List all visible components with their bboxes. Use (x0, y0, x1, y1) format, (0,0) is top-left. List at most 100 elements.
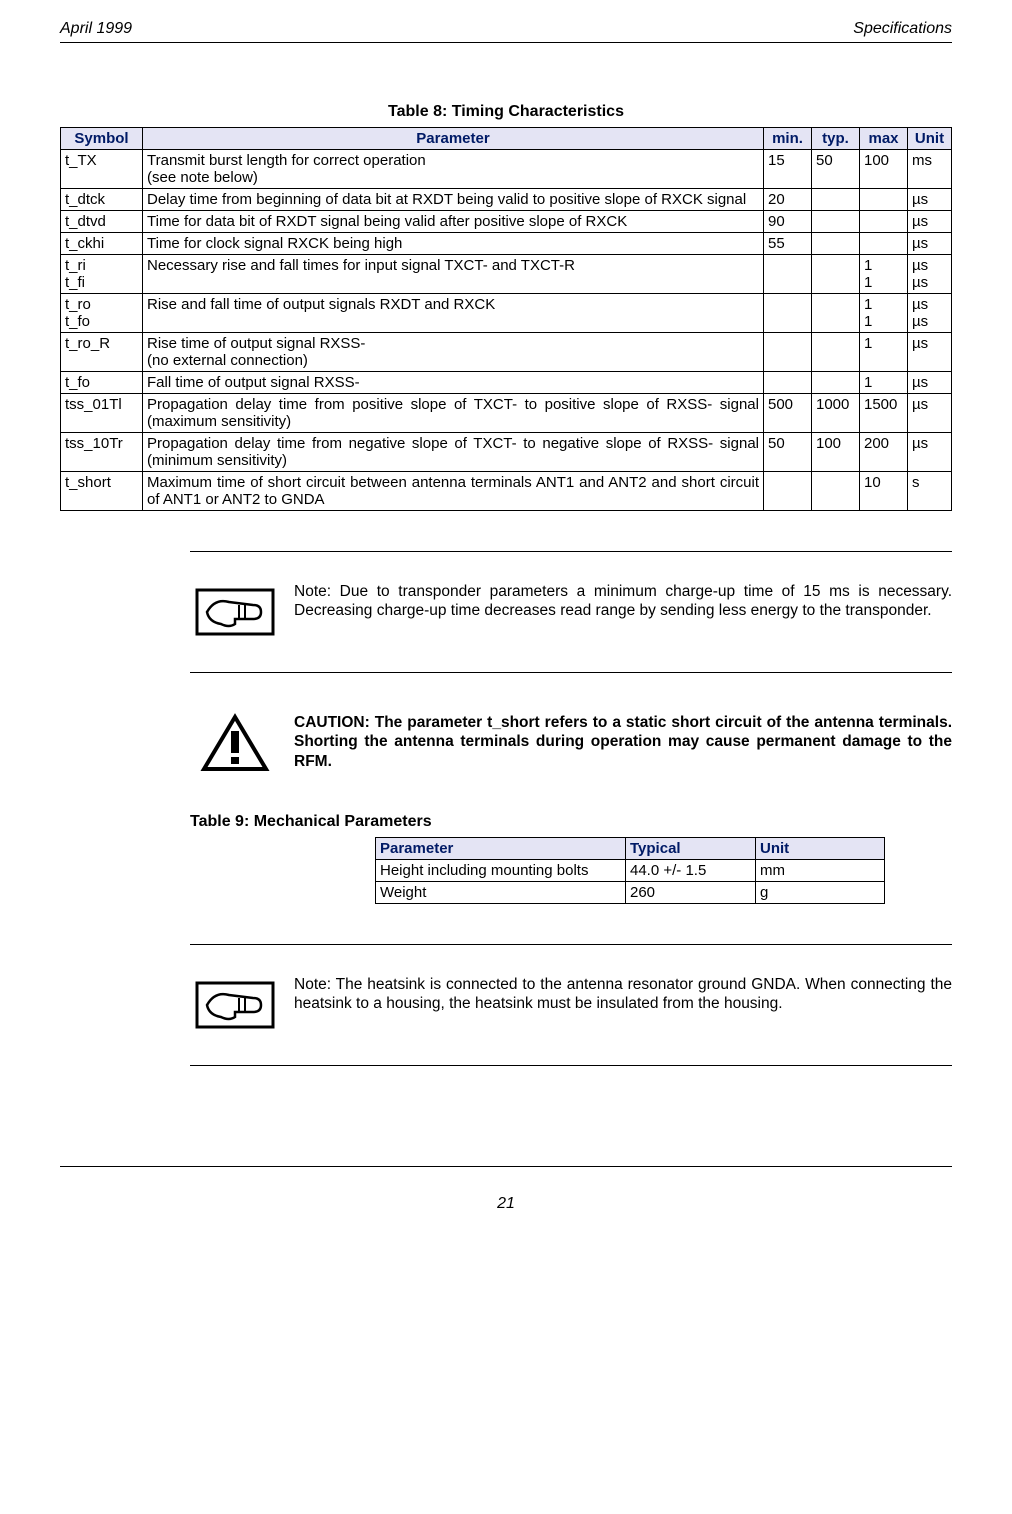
header-rule (60, 42, 952, 43)
table-row: Weight260g (376, 882, 885, 904)
table-cell: t_fo (61, 372, 143, 394)
table9-th-param: Parameter (376, 838, 626, 860)
table-cell: 44.0 +/- 1.5 (626, 860, 756, 882)
table-row: tss_10TrPropagation delay time from nega… (61, 433, 952, 472)
table9-th-typ: Typical (626, 838, 756, 860)
table-cell: Time for data bit of RXDT signal being v… (143, 211, 764, 233)
table8-th-typ: typ. (812, 128, 860, 150)
table-row: t_TXTransmit burst length for correct op… (61, 150, 952, 189)
table-cell: 15 (764, 150, 812, 189)
header-left: April 1999 (60, 20, 132, 38)
table-cell: 20 (764, 189, 812, 211)
table-cell (812, 372, 860, 394)
table-cell: Transmit burst length for correct operat… (143, 150, 764, 189)
table-cell (812, 333, 860, 372)
table-row: tss_01TlPropagation delay time from posi… (61, 394, 952, 433)
table-cell: t_ro t_fo (61, 294, 143, 333)
table-cell: µs (908, 333, 952, 372)
table-row: t_ckhiTime for clock signal RXCK being h… (61, 233, 952, 255)
note2-rule-top (190, 944, 952, 945)
caution-callout: CAUTION: The parameter t_short refers to… (190, 713, 952, 773)
table-cell: 100 (812, 433, 860, 472)
note1-rule-top (190, 551, 952, 552)
table9-caption: Table 9: Mechanical Parameters (190, 813, 952, 831)
table-cell: µs (908, 372, 952, 394)
table-cell: t_dtck (61, 189, 143, 211)
table-cell (812, 233, 860, 255)
table-cell (764, 372, 812, 394)
table-cell (812, 211, 860, 233)
table-cell: t_short (61, 472, 143, 511)
table-cell: µs (908, 211, 952, 233)
table-cell (812, 189, 860, 211)
table9-body: Height including mounting bolts44.0 +/- … (376, 860, 885, 904)
table-cell: 260 (626, 882, 756, 904)
note1-rule-bottom (190, 672, 952, 673)
table-cell: Fall time of output signal RXSS- (143, 372, 764, 394)
note2-text: Note: The heatsink is connected to the a… (294, 975, 952, 1014)
page-number: 21 (60, 1195, 952, 1213)
table-cell: t_dtvd (61, 211, 143, 233)
table-cell: 1 1 (860, 255, 908, 294)
table-cell: 55 (764, 233, 812, 255)
table-cell: µs (908, 189, 952, 211)
table8-th-min: min. (764, 128, 812, 150)
table8: Symbol Parameter min. typ. max Unit t_TX… (60, 127, 952, 511)
pointing-hand-icon (190, 975, 280, 1035)
table-cell: Necessary rise and fall times for input … (143, 255, 764, 294)
table-cell: Maximum time of short circuit between an… (143, 472, 764, 511)
table-cell: 100 (860, 150, 908, 189)
table-cell: 10 (860, 472, 908, 511)
table-cell (860, 211, 908, 233)
table-cell: µs (908, 433, 952, 472)
table-cell: Propagation delay time from negative slo… (143, 433, 764, 472)
table8-th-param: Parameter (143, 128, 764, 150)
note1-callout: Note: Due to transponder parameters a mi… (190, 582, 952, 642)
table-row: t_ri t_fiNecessary rise and fall times f… (61, 255, 952, 294)
table-cell: tss_10Tr (61, 433, 143, 472)
table-cell: µs (908, 233, 952, 255)
table-cell (764, 294, 812, 333)
table-cell: 50 (812, 150, 860, 189)
table-cell: Propagation delay time from positive slo… (143, 394, 764, 433)
note2-rule-bottom (190, 1065, 952, 1066)
table-cell: s (908, 472, 952, 511)
table-cell: mm (756, 860, 885, 882)
table8-body: t_TXTransmit burst length for correct op… (61, 150, 952, 511)
table9-th-unit: Unit (756, 838, 885, 860)
table8-th-max: max (860, 128, 908, 150)
table-cell: tss_01Tl (61, 394, 143, 433)
table-cell: µs µs (908, 294, 952, 333)
caution-text: CAUTION: The parameter t_short refers to… (294, 713, 952, 771)
table-cell: 50 (764, 433, 812, 472)
table8-caption: Table 8: Timing Characteristics (60, 103, 952, 121)
pointing-hand-icon (190, 582, 280, 642)
table8-th-unit: Unit (908, 128, 952, 150)
page-header: April 1999 Specifications (60, 20, 952, 38)
table-cell: Height including mounting bolts (376, 860, 626, 882)
table-cell: ms (908, 150, 952, 189)
table-cell: Rise and fall time of output signals RXD… (143, 294, 764, 333)
table-cell (812, 294, 860, 333)
table-row: t_ro_RRise time of output signal RXSS- (… (61, 333, 952, 372)
table-cell (764, 255, 812, 294)
table-cell: 1000 (812, 394, 860, 433)
table-cell: Weight (376, 882, 626, 904)
table-cell (812, 472, 860, 511)
table-cell: 500 (764, 394, 812, 433)
table-cell: t_ro_R (61, 333, 143, 372)
table-cell: 1 (860, 372, 908, 394)
table-cell (860, 233, 908, 255)
note2-callout: Note: The heatsink is connected to the a… (190, 975, 952, 1035)
footer-rule (60, 1166, 952, 1167)
table-cell (860, 189, 908, 211)
table-cell: g (756, 882, 885, 904)
table9: Parameter Typical Unit Height including … (375, 837, 885, 904)
table-cell: µs (908, 394, 952, 433)
table-row: t_dtvdTime for data bit of RXDT signal b… (61, 211, 952, 233)
table-cell: 90 (764, 211, 812, 233)
table-cell: µs µs (908, 255, 952, 294)
table-row: t_foFall time of output signal RXSS- 1µs (61, 372, 952, 394)
table-cell: t_TX (61, 150, 143, 189)
table-cell: t_ckhi (61, 233, 143, 255)
